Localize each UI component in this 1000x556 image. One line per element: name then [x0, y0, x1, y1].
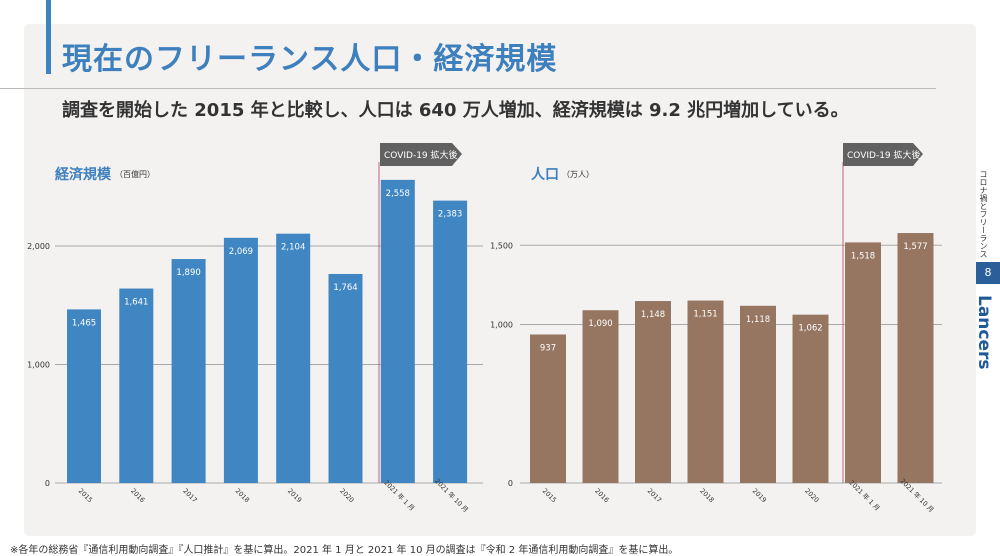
- economic-ytick-label: 2,000: [27, 242, 50, 251]
- population-value-label: 1,577: [903, 242, 927, 252]
- economic-category-label: 2018: [234, 487, 251, 504]
- population-ytick-label: 0: [508, 479, 513, 488]
- footnote: ※各年の総務省『通信利用動向調査』『人口推計』を基に算出。2021 年 1 月と…: [10, 545, 679, 556]
- population-bar: [792, 314, 829, 483]
- page-number: 8: [976, 262, 1000, 284]
- population-category-label: 2017: [646, 487, 663, 504]
- population-ytick-label: 1,500: [490, 241, 513, 250]
- page-subtitle: 調査を開始した 2015 年と比較し、人口は 640 万人増加、経済規模は 9.…: [62, 100, 849, 121]
- population-category-label: 2015: [541, 487, 558, 504]
- economic-covid-label: COVID-19 拡大後: [384, 149, 458, 161]
- title-accent-bar: [46, 0, 51, 74]
- population-chart-unit: （万人）: [562, 170, 594, 179]
- economic-category-label: 2016: [129, 487, 146, 504]
- page-title: 現在のフリーランス人口・経済規模: [62, 42, 558, 77]
- economic-value-label: 1,890: [176, 268, 200, 278]
- economic-bar: [119, 288, 154, 483]
- economic-value-label: 2,383: [438, 210, 462, 220]
- economic-bar: [433, 200, 468, 483]
- population-bar: [845, 242, 881, 483]
- population-value-label: 1,148: [641, 310, 665, 320]
- economic-bar: [380, 179, 415, 483]
- population-value-label: 937: [540, 343, 556, 353]
- population-ytick-label: 1,000: [490, 321, 513, 330]
- population-value-label: 1,118: [746, 315, 770, 325]
- economic-category-label: 2017: [181, 487, 198, 504]
- population-covid-arrow: [843, 143, 923, 166]
- population-bar: [687, 300, 724, 483]
- economic-bar: [171, 259, 206, 483]
- population-chart-title: 人口: [531, 166, 559, 183]
- population-bar: [582, 310, 619, 483]
- population-bar: [530, 334, 566, 483]
- economic-bar: [328, 273, 363, 483]
- economic-value-label: 1,764: [333, 283, 357, 293]
- population-value-label: 1,151: [693, 310, 717, 320]
- economic-bar: [276, 233, 311, 483]
- economic-value-label: 2,069: [229, 247, 253, 257]
- population-value-label: 1,090: [588, 319, 612, 329]
- economic-ytick-label: 1,000: [27, 361, 50, 370]
- economic-covid-arrow: [380, 143, 462, 166]
- economic-value-label: 2,104: [281, 243, 305, 253]
- population-category-label: 2016: [593, 487, 610, 504]
- economic-bar: [223, 237, 258, 483]
- brand-logo: Lancers: [974, 295, 994, 370]
- population-category-label: 2020: [803, 487, 820, 504]
- economic-value-label: 1,641: [124, 298, 148, 308]
- population-category-label: 2019: [751, 487, 768, 504]
- economic-ytick-label: 0: [45, 479, 50, 488]
- economic-value-label: 1,465: [72, 318, 96, 328]
- population-bar: [635, 301, 671, 483]
- economic-chart-unit: （百億円）: [115, 169, 155, 179]
- economic-value-label: 2,558: [386, 189, 410, 199]
- population-bar: [897, 233, 934, 483]
- charts-svg: 0 1,000 2,000 経済規模 （百億円） COVID-19 拡大後 1,465 201…: [27, 143, 942, 514]
- section-label: コロナ禍とフリーランス: [979, 170, 988, 258]
- population-bar: [740, 305, 776, 483]
- population-value-label: 1,062: [798, 324, 822, 334]
- population-category-label: 2018: [698, 487, 715, 504]
- population-value-label: 1,518: [851, 251, 875, 261]
- economic-category-label: 2019: [286, 487, 303, 504]
- economic-chart-title: 経済規模: [55, 166, 112, 183]
- population-covid-label: COVID-19 拡大後: [847, 149, 921, 161]
- economic-bar: [67, 309, 101, 483]
- economic-category-label: 2015: [77, 487, 94, 504]
- title-divider: [0, 88, 936, 89]
- economic-category-label: 2020: [338, 487, 355, 504]
